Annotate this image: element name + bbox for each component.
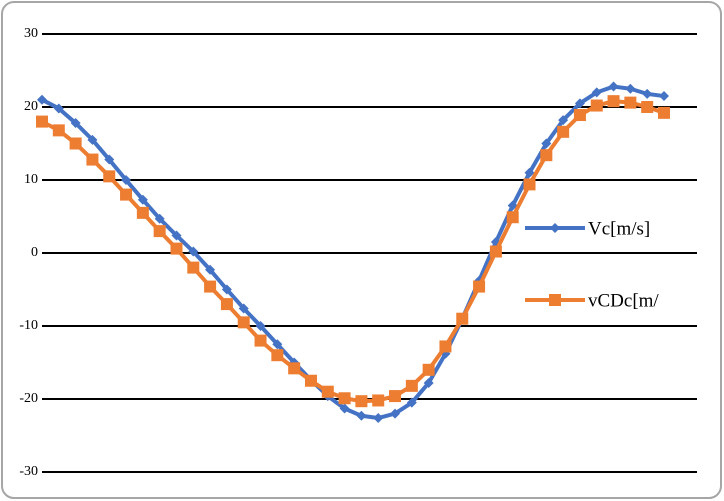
data-point (625, 83, 636, 94)
data-point (338, 392, 351, 405)
y-tick-label: 20 (24, 99, 38, 114)
data-point (237, 316, 250, 329)
data-point (422, 363, 435, 376)
data-point (339, 403, 350, 414)
data-point (590, 99, 603, 112)
data-point (356, 410, 367, 421)
legend-marker (549, 294, 561, 306)
data-point (70, 118, 81, 129)
data-point (153, 225, 166, 238)
data-point (406, 397, 417, 408)
data-point (373, 412, 384, 423)
y-tick-label: -10 (19, 318, 38, 333)
data-point (557, 125, 570, 138)
data-point (489, 245, 502, 258)
y-tick-label: 30 (24, 26, 38, 41)
data-point (272, 339, 283, 350)
legend-marker (550, 223, 560, 233)
y-tick-label: -20 (19, 391, 38, 406)
data-point (205, 264, 216, 275)
data-point (558, 115, 569, 126)
data-point (87, 134, 98, 145)
data-point (540, 149, 553, 162)
data-point (524, 167, 535, 178)
data-point (104, 154, 115, 165)
data-point (37, 94, 47, 105)
data-point (541, 138, 552, 149)
data-point (204, 280, 217, 293)
data-point (355, 395, 368, 408)
data-point (659, 91, 669, 102)
legend-label: vCDc[m/ (588, 290, 659, 311)
data-point (288, 362, 301, 375)
data-point (220, 298, 233, 311)
data-point (103, 170, 116, 183)
data-point (423, 377, 434, 388)
data-point (137, 194, 148, 205)
y-tick-label: 10 (24, 172, 38, 187)
data-point (271, 349, 284, 362)
data-point (254, 334, 267, 347)
data-point (187, 261, 200, 274)
data-point (120, 188, 133, 201)
data-point (389, 390, 402, 403)
data-point (523, 178, 536, 191)
data-point (642, 88, 653, 99)
data-point (390, 408, 401, 419)
data-point (473, 280, 486, 293)
data-point (304, 374, 317, 387)
data-point (154, 213, 165, 224)
legend-label: Vc[m/s] (588, 218, 650, 239)
data-point (372, 394, 385, 407)
data-point (439, 340, 452, 353)
data-point (170, 242, 183, 255)
data-point (658, 106, 670, 119)
data-point (86, 153, 99, 166)
data-point (36, 115, 48, 128)
data-point (188, 246, 199, 257)
data-point (574, 98, 585, 109)
data-point (641, 101, 654, 113)
data-point (506, 211, 519, 224)
data-point (608, 81, 619, 92)
data-point (171, 230, 182, 241)
data-point (52, 124, 65, 137)
data-point (321, 385, 334, 398)
data-point (69, 137, 82, 150)
data-point (405, 379, 418, 392)
series-line (41, 84, 665, 420)
data-point (238, 303, 249, 314)
data-point (591, 87, 602, 98)
data-point (121, 175, 132, 185)
data-point (221, 284, 232, 295)
data-point (624, 96, 637, 109)
data-point (136, 206, 149, 219)
data-point (607, 95, 620, 108)
data-point (255, 321, 266, 331)
data-point (456, 312, 469, 325)
data-point (53, 103, 64, 114)
y-tick-label: 0 (31, 245, 38, 260)
y-tick-label: -30 (19, 464, 38, 479)
data-point (573, 109, 586, 122)
